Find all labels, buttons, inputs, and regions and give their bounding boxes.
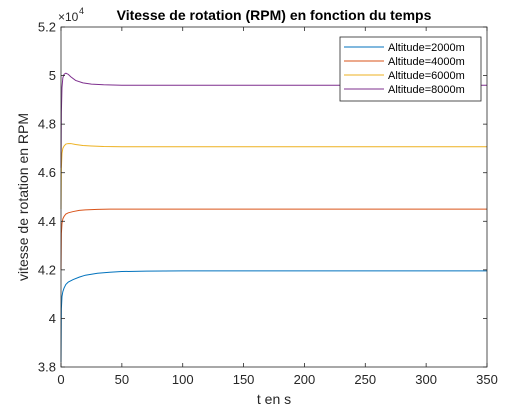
x-tick-label: 350 xyxy=(476,372,498,387)
y-tick-label: 4.4 xyxy=(38,214,56,229)
legend-entry: Altitude=2000m xyxy=(344,42,465,54)
exponent-power: 4 xyxy=(79,6,84,16)
y-tick-label: 4.8 xyxy=(38,117,56,132)
exponent-label: ×10 4 xyxy=(58,6,84,24)
x-tick-label: 250 xyxy=(354,372,376,387)
y-tick-label: 5 xyxy=(49,68,56,83)
x-tick-labels: 0 50 100 150 200 250 300 350 xyxy=(57,372,497,387)
legend-label: Altitude=8000m xyxy=(388,84,465,96)
x-tick-label: 50 xyxy=(115,372,129,387)
series-group xyxy=(60,72,487,363)
y-tick-label: 3.8 xyxy=(38,360,56,375)
y-tick-label: 4 xyxy=(49,311,56,326)
y-tick-label: 4.6 xyxy=(38,165,56,180)
legend: Altitude=2000m Altitude=4000m Altitude=600… xyxy=(339,36,482,102)
series-line-3 xyxy=(60,143,487,210)
series-line-2 xyxy=(60,208,487,270)
y-axis-label: vitesse de rotation en RPM xyxy=(15,113,31,281)
x-tick-label: 150 xyxy=(233,372,255,387)
x-tick-label: 200 xyxy=(294,372,316,387)
legend-label: Altitude=2000m xyxy=(388,42,465,54)
legend-entry: Altitude=4000m xyxy=(344,56,465,68)
legend-entry: Altitude=6000m xyxy=(344,70,465,82)
legend-label: Altitude=4000m xyxy=(388,56,465,68)
y-tick-label: 5.2 xyxy=(38,20,56,35)
y-tick-label: 4.2 xyxy=(38,262,56,277)
x-axis-label: t en s xyxy=(257,391,291,407)
legend-box xyxy=(339,36,482,102)
chart-title: Vitesse de rotation (RPM) en fonction du… xyxy=(117,7,432,23)
x-tick-label: 300 xyxy=(415,372,437,387)
series-line-1 xyxy=(60,270,487,363)
exponent-base: ×10 xyxy=(58,10,79,24)
x-tick-label: 0 xyxy=(57,372,64,387)
plot-frame xyxy=(60,26,488,368)
y-tick-labels: 3.8 4 4.2 4.4 4.6 4.8 5 5.2 xyxy=(38,20,56,375)
series-line-4 xyxy=(60,72,487,168)
legend-label: Altitude=6000m xyxy=(388,70,465,82)
x-tick-label: 100 xyxy=(172,372,194,387)
legend-entry: Altitude=8000m xyxy=(344,84,465,96)
